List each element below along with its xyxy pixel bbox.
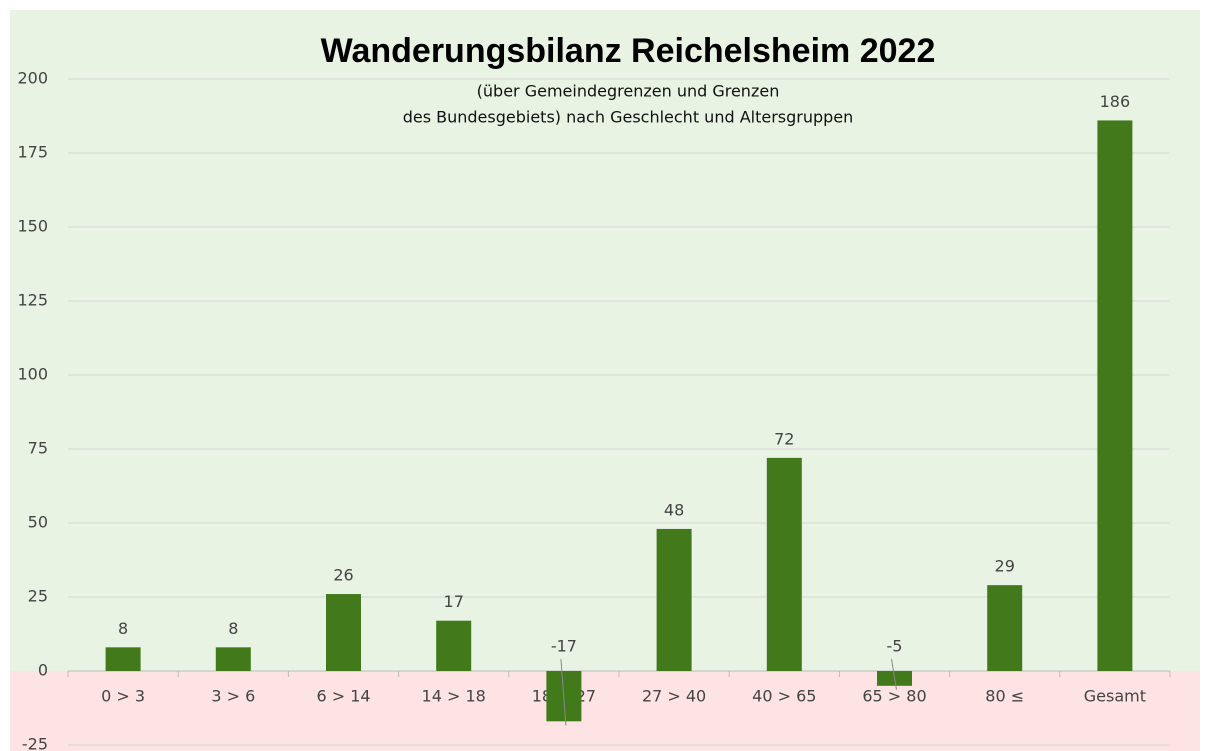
bar	[326, 594, 361, 671]
y-tick-label: 25	[28, 587, 48, 606]
bar	[766, 457, 802, 671]
data-label: 29	[995, 557, 1015, 576]
x-tick-label: 80 ≤	[985, 687, 1024, 706]
background	[10, 10, 1200, 751]
x-tick-label: 65 > 80	[862, 687, 926, 706]
y-tick-label: 75	[28, 439, 48, 458]
bar	[987, 585, 1023, 671]
bar	[656, 528, 692, 671]
positive-region	[10, 10, 1200, 671]
plot	[67, 78, 1171, 746]
data-label: 17	[444, 592, 464, 611]
chart-title: Wanderungsbilanz Reichelsheim 2022	[321, 32, 936, 70]
x-tick-label: 0 > 3	[101, 687, 145, 706]
x-tick-label: 40 > 65	[752, 687, 816, 706]
data-label: -5	[887, 637, 903, 656]
leader-line	[891, 658, 897, 690]
bar	[1097, 120, 1133, 671]
y-tick-label: 175	[17, 143, 48, 162]
data-label: 8	[118, 619, 128, 638]
y-tick-label: 200	[17, 69, 48, 88]
bar	[436, 620, 472, 671]
negative-region	[10, 671, 1200, 751]
x-tick-label: 6 > 14	[316, 687, 370, 706]
y-tick-label: -25	[22, 735, 48, 751]
x-tick-label: 3 > 6	[211, 687, 255, 706]
leader-line	[560, 658, 567, 726]
x-tick-label: Gesamt	[1084, 687, 1146, 706]
x-tick-label: 14 > 18	[422, 687, 486, 706]
y-tick-label: 150	[17, 217, 48, 236]
data-label: 186	[1100, 92, 1131, 111]
data-label: -17	[551, 637, 577, 656]
data-label: 8	[228, 619, 238, 638]
chart-subtitle: des Bundesgebiets) nach Geschlecht und A…	[403, 108, 854, 127]
y-tick-label: 125	[17, 291, 48, 310]
x-tick-label: 27 > 40	[642, 687, 706, 706]
data-label: 48	[664, 500, 684, 519]
y-tick-label: 100	[17, 365, 48, 384]
data-label: 26	[333, 566, 353, 585]
bar	[105, 647, 141, 671]
chart-subtitle: (über Gemeindegrenzen und Grenzen	[477, 82, 780, 101]
y-tick-label: 0	[38, 661, 48, 680]
bar	[215, 647, 251, 671]
y-tick-label: 50	[28, 513, 48, 532]
data-label: 72	[774, 429, 794, 448]
